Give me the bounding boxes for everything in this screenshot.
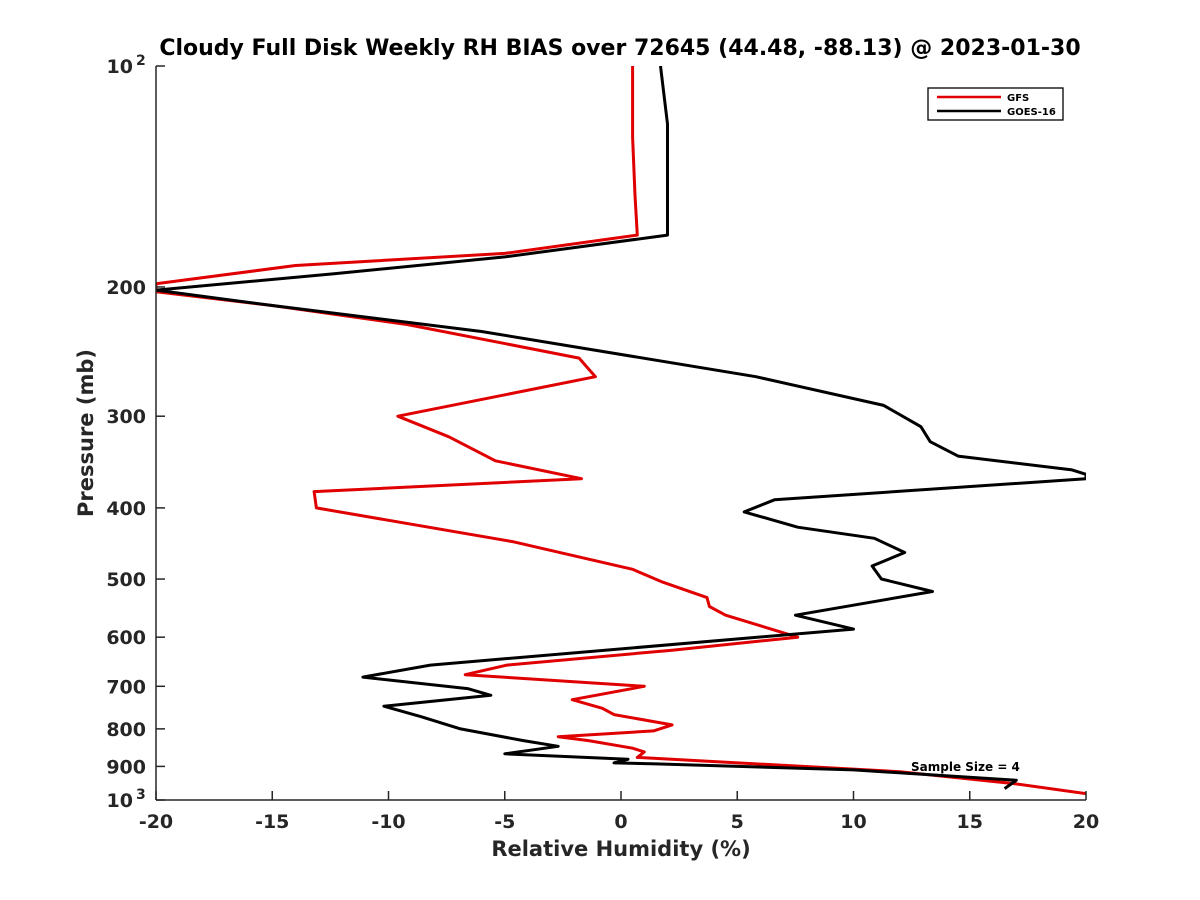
x-axis-ticks: -20 -15 -10 -5 0 5 10 15 20 xyxy=(139,791,1099,833)
series-layer xyxy=(156,66,1086,796)
x-tick-label: -20 xyxy=(139,811,173,833)
x-tick-label: -5 xyxy=(494,811,515,833)
y-tick-label: 900 xyxy=(106,756,146,778)
chart-title: Cloudy Full Disk Weekly RH BIAS over 726… xyxy=(159,36,1080,61)
x-tick-label: 15 xyxy=(957,811,983,833)
y-tick-label: 300 xyxy=(106,406,146,428)
legend: GFS GOES-16 xyxy=(927,87,1064,121)
x-tick-label: 20 xyxy=(1073,811,1099,833)
x-tick-label: 0 xyxy=(614,811,627,833)
legend-label-goes16: GOES-16 xyxy=(1007,107,1056,118)
x-axis-label: Relative Humidity (%) xyxy=(491,837,750,861)
x-tick-label: -15 xyxy=(255,811,289,833)
legend-label-gfs: GFS xyxy=(1007,93,1029,104)
x-tick-label: 10 xyxy=(840,811,866,833)
y-tick-label: 600 xyxy=(106,627,146,649)
y-tick-exponent: 2 xyxy=(136,53,146,69)
plot-area xyxy=(156,66,1086,796)
y-axis-label: Pressure (mb) xyxy=(74,349,98,517)
series-line-gfs xyxy=(156,66,1086,796)
series-line-goes16 xyxy=(156,66,1086,790)
y-tick-label: 800 xyxy=(106,719,146,741)
x-tick-label: 5 xyxy=(731,811,744,833)
y-tick-label: 200 xyxy=(106,277,146,299)
y-tick-label: 400 xyxy=(106,498,146,520)
y-tick-label: 700 xyxy=(106,676,146,698)
y-tick-label: 10 xyxy=(107,790,133,812)
sample-size-annotation: Sample Size = 4 xyxy=(911,760,1020,774)
x-tick-label: -10 xyxy=(371,811,405,833)
y-tick-label: 10 xyxy=(107,56,133,78)
y-tick-label: 500 xyxy=(106,569,146,591)
y-tick-exponent: 3 xyxy=(136,787,146,803)
legend-box xyxy=(927,87,1064,121)
